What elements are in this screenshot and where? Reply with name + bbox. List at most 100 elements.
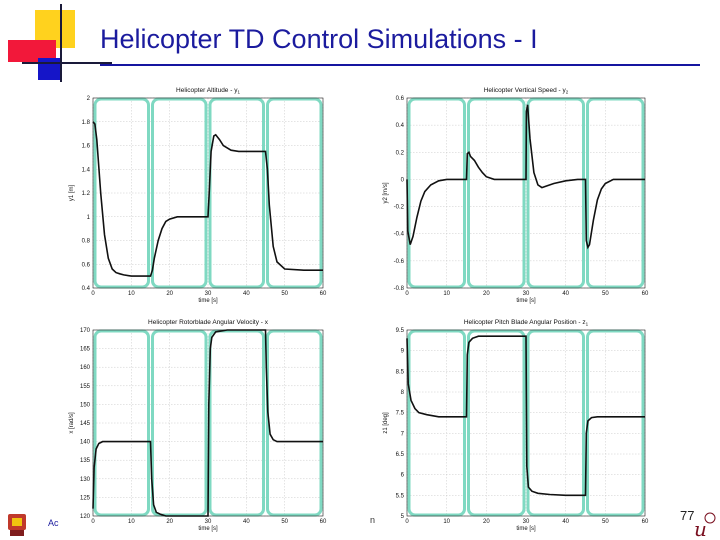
x-tick-label: 20 bbox=[166, 291, 173, 297]
x-axis-label: time [s] bbox=[198, 298, 218, 304]
plot-frame bbox=[92, 97, 324, 289]
y-tick-label: 0 bbox=[401, 177, 405, 183]
x-tick-label: 40 bbox=[243, 291, 250, 297]
chart-pitch-blade-position: Helicopter Pitch Blade Angular Position … bbox=[383, 319, 649, 532]
chart-title: Helicopter Altitude - y1 bbox=[176, 87, 240, 95]
highlight-segment bbox=[93, 97, 150, 289]
y-tick-label: 1.6 bbox=[82, 144, 91, 150]
y-tick-label: 140 bbox=[80, 440, 91, 446]
x-tick-label: 30 bbox=[205, 291, 212, 297]
page-number: 77 bbox=[680, 508, 695, 523]
y-tick-label: -0.8 bbox=[394, 286, 405, 292]
x-tick-label: 30 bbox=[205, 519, 212, 525]
y-tick-label: 6.5 bbox=[396, 452, 405, 458]
x-tick-label: 60 bbox=[320, 519, 327, 525]
y-tick-label: 0.6 bbox=[396, 96, 405, 102]
x-tick-label: 50 bbox=[602, 291, 609, 297]
y-tick-label: 160 bbox=[80, 365, 91, 371]
y-tick-label: 2 bbox=[87, 96, 91, 102]
y-tick-label: 7.5 bbox=[396, 411, 405, 417]
series-line bbox=[92, 121, 323, 277]
y-tick-label: -0.2 bbox=[394, 205, 405, 211]
university-crest-icon bbox=[8, 514, 26, 536]
footer-mid-text: n bbox=[370, 515, 376, 525]
x-tick-label: 0 bbox=[405, 291, 409, 297]
highlight-segment bbox=[526, 97, 585, 289]
series-line bbox=[92, 329, 323, 517]
title-underline bbox=[100, 64, 700, 66]
university-logo-icon: u bbox=[694, 512, 716, 540]
chart-title-subscript: 1 bbox=[237, 90, 240, 95]
y-tick-label: 145 bbox=[80, 421, 91, 427]
y-tick-label: 1.8 bbox=[82, 120, 91, 126]
y-tick-label: 0.6 bbox=[82, 262, 91, 268]
footer-left-text: Ac bbox=[48, 518, 59, 528]
highlight-segment bbox=[526, 329, 585, 517]
y-tick-label: 9 bbox=[401, 349, 405, 355]
plot-frame bbox=[406, 329, 646, 517]
y-tick-label: 1.4 bbox=[82, 167, 91, 173]
y-tick-label: -0.6 bbox=[394, 259, 405, 265]
highlight-segment bbox=[467, 329, 526, 517]
highlight-segment bbox=[407, 97, 466, 289]
y-tick-label: 7 bbox=[401, 431, 405, 437]
y-tick-label: 5 bbox=[401, 514, 405, 520]
highlight-segment bbox=[586, 97, 645, 289]
highlight-segment bbox=[208, 329, 265, 517]
chart-title: Helicopter Pitch Blade Angular Position … bbox=[464, 319, 589, 327]
y-tick-label: -0.4 bbox=[394, 232, 405, 238]
chart-title: Helicopter Rotorblade Angular Velocity -… bbox=[148, 319, 269, 326]
x-axis-label: time [s] bbox=[198, 526, 218, 532]
x-tick-label: 0 bbox=[91, 291, 95, 297]
series-line bbox=[406, 335, 645, 497]
x-tick-label: 10 bbox=[443, 519, 450, 525]
x-tick-label: 0 bbox=[405, 519, 409, 525]
y-axis-label: z1 [deg] bbox=[383, 412, 389, 434]
y-tick-label: 6 bbox=[401, 473, 405, 479]
svg-text:u: u bbox=[694, 517, 707, 540]
x-tick-label: 60 bbox=[320, 291, 327, 297]
chart-rotor-angular-velocity: Helicopter Rotorblade Angular Velocity -… bbox=[69, 319, 327, 532]
y-axis-label: x [rad/s] bbox=[69, 412, 75, 434]
y-tick-label: 135 bbox=[80, 458, 91, 464]
x-tick-label: 30 bbox=[523, 291, 530, 297]
x-tick-label: 0 bbox=[91, 519, 95, 525]
highlight-segment bbox=[151, 97, 208, 289]
series-line bbox=[406, 104, 645, 250]
chart-vertical-speed: Helicopter Vertical Speed - y20 10 20 30 40 5… bbox=[383, 87, 649, 304]
highlight-segment bbox=[586, 329, 645, 517]
chart-title-subscript: 2 bbox=[566, 90, 569, 95]
x-tick-label: 40 bbox=[243, 519, 250, 525]
highlight-segment bbox=[266, 97, 323, 289]
x-tick-label: 20 bbox=[166, 519, 173, 525]
decor-red-bar bbox=[8, 40, 56, 62]
chart-title-subscript: 1 bbox=[586, 322, 589, 327]
x-tick-label: 50 bbox=[281, 519, 288, 525]
x-tick-label: 50 bbox=[602, 519, 609, 525]
x-tick-label: 10 bbox=[128, 519, 135, 525]
y-tick-label: 1.2 bbox=[82, 191, 91, 197]
highlight-segment bbox=[93, 329, 150, 517]
chart-title: Helicopter Vertical Speed - y2 bbox=[484, 87, 569, 95]
x-tick-label: 20 bbox=[483, 291, 490, 297]
y-tick-label: 0.8 bbox=[82, 239, 91, 245]
y-tick-label: 9.5 bbox=[396, 328, 405, 334]
y-tick-label: 130 bbox=[80, 477, 91, 483]
highlight-segment bbox=[151, 329, 208, 517]
x-tick-label: 30 bbox=[523, 519, 530, 525]
x-tick-label: 40 bbox=[562, 291, 569, 297]
y-axis-label: y1 [m] bbox=[69, 185, 75, 202]
decor-vertical-line bbox=[60, 4, 62, 82]
y-tick-label: 125 bbox=[80, 495, 91, 501]
y-tick-label: 8 bbox=[401, 390, 405, 396]
y-axis-label: y2 [m/s] bbox=[383, 182, 389, 203]
y-tick-label: 155 bbox=[80, 384, 91, 390]
highlight-segment bbox=[266, 329, 323, 517]
x-tick-label: 10 bbox=[128, 291, 135, 297]
y-tick-label: 0.4 bbox=[82, 286, 91, 292]
x-tick-label: 60 bbox=[642, 291, 649, 297]
y-tick-label: 165 bbox=[80, 347, 91, 353]
x-axis-label: time [s] bbox=[516, 526, 536, 532]
x-axis-label: time [s] bbox=[516, 298, 536, 304]
highlight-segment bbox=[467, 97, 526, 289]
